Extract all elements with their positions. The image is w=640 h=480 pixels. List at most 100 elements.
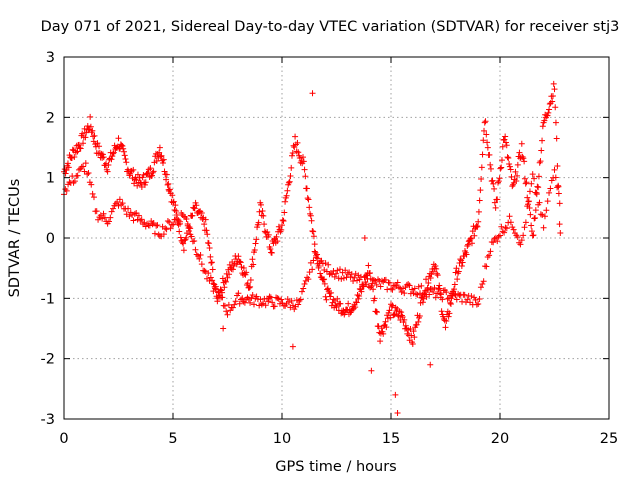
data-point [403,325,410,332]
data-point [502,133,509,140]
data-point [471,294,478,301]
data-point [89,127,96,134]
data-point [84,171,91,178]
data-point [280,217,287,224]
data-point [141,181,148,188]
data-point [373,308,380,315]
data-point [232,298,239,305]
data-point [473,301,480,308]
data-point [528,180,535,187]
data-point [168,221,175,228]
data-point [289,343,296,350]
data-point [90,194,97,201]
data-point [178,237,185,244]
data-point [89,190,96,197]
data-point [301,281,308,288]
data-point [115,135,122,142]
data-point [531,215,538,222]
data-point [196,255,203,262]
data-point [390,282,397,289]
data-point [496,175,503,182]
data-point [138,183,145,190]
data-point [317,270,324,277]
data-point [446,310,453,317]
data-point [245,296,252,303]
data-point [208,259,215,266]
data-point [252,240,259,247]
data-point [514,161,521,168]
x-tick-label: 20 [491,431,509,447]
data-point [419,299,426,306]
data-point [487,248,494,255]
data-point [552,119,559,126]
data-point [136,174,143,181]
data-point [236,300,243,307]
data-point [198,261,205,268]
data-point [457,256,464,263]
y-tick-label: -2 [41,352,55,368]
data-point [555,190,562,197]
data-point [292,133,299,140]
data-point [209,277,216,284]
data-point [418,282,425,289]
data-point [149,221,156,228]
data-point [247,277,254,284]
data-point [87,113,94,120]
data-point [420,290,427,297]
data-point [549,92,556,99]
x-tick-label: 0 [59,431,68,447]
data-point [544,112,551,119]
data-point [221,284,228,291]
data-point [284,296,291,303]
data-point [499,228,506,235]
data-point [201,221,208,228]
data-point [531,175,538,182]
data-point [502,224,509,231]
data-point [282,198,289,205]
data-point [427,361,434,368]
data-point [96,143,103,150]
data-point [279,217,286,224]
data-point [223,308,230,315]
data-point [246,284,253,291]
data-point [303,185,310,192]
data-point [377,338,384,345]
data-point [193,202,200,209]
data-point [351,274,358,281]
data-point [447,301,454,308]
data-point [122,155,129,162]
data-point [204,231,211,238]
data-point [509,183,516,190]
data-point [459,259,466,266]
data-point [333,270,340,277]
data-point [324,285,331,292]
data-point [395,313,402,320]
data-point [365,262,372,269]
data-point [433,270,440,277]
data-point [110,150,117,157]
data-point [535,173,542,180]
data-point [517,241,524,248]
data-point [76,144,83,151]
data-point [130,217,137,224]
data-point [283,192,290,199]
data-point [334,267,341,274]
data-point [71,178,78,185]
data-point [543,207,550,214]
data-point [556,200,563,207]
data-point [138,216,145,223]
data-point [477,284,484,291]
data-point [235,253,242,260]
data-point [521,175,528,182]
data-point [318,257,325,264]
data-point [226,271,233,278]
data-point [551,166,558,173]
data-point [220,325,227,332]
data-point [454,276,461,283]
data-point [315,263,322,269]
data-point [243,269,250,276]
data-point [215,288,222,295]
data-point [296,297,303,304]
data-point [453,265,460,272]
data-point [116,196,123,203]
